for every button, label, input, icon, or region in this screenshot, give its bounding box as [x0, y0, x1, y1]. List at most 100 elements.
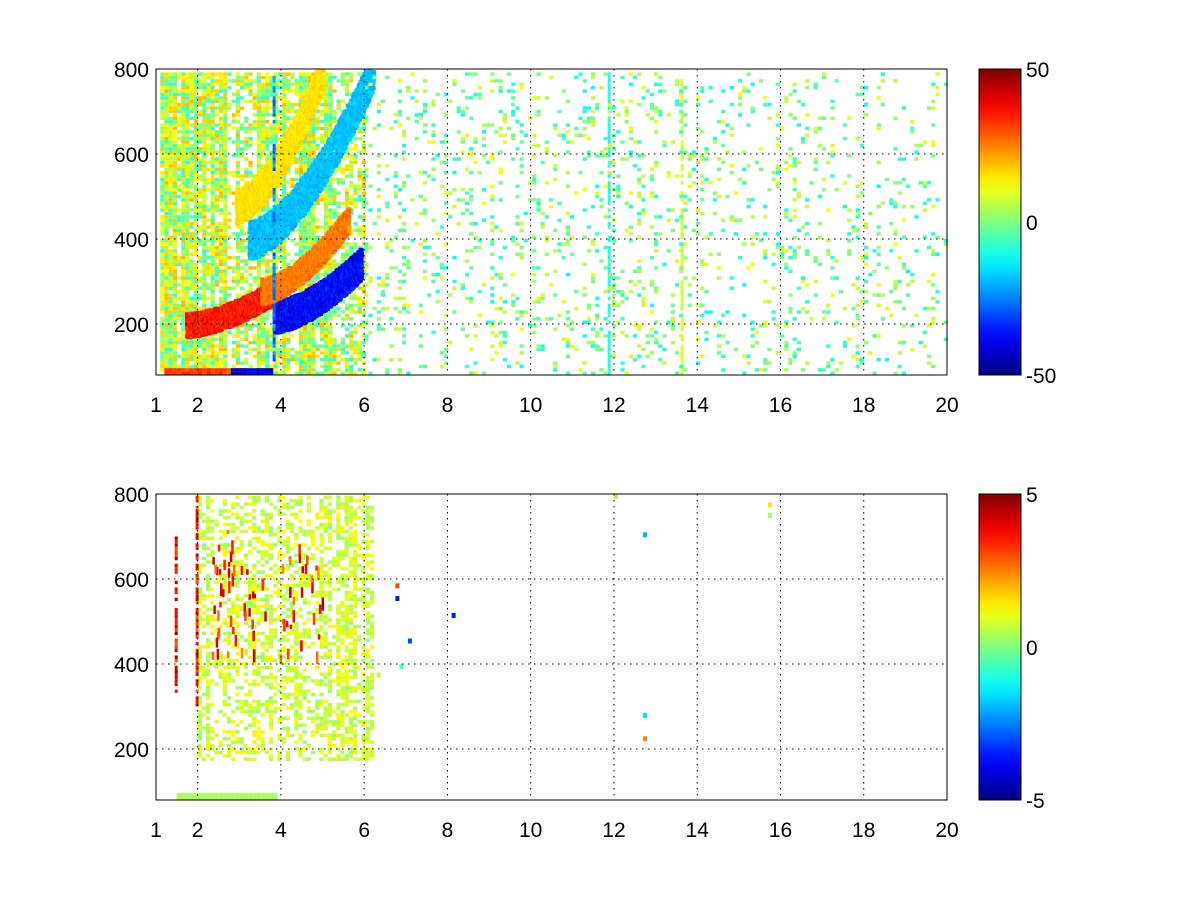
heatmap-cell — [181, 106, 186, 110]
heatmap-cell — [231, 154, 236, 158]
heatmap-cell — [168, 364, 173, 369]
heatmap-cell — [210, 147, 215, 151]
heatmap-cell — [198, 167, 203, 171]
heatmap-cell — [202, 259, 207, 263]
heatmap-cell — [185, 307, 190, 311]
heatmap-cell — [164, 324, 169, 328]
heatmap-cell — [214, 79, 219, 83]
heatmap-cell — [172, 126, 177, 131]
heatmap-cell — [214, 266, 219, 270]
heatmap-cell — [214, 205, 219, 209]
heatmap-cell — [164, 86, 169, 90]
heatmap-cell — [164, 211, 169, 216]
heatmap-cell — [214, 337, 219, 341]
heatmap-cell — [172, 130, 177, 134]
heatmap-cell — [223, 347, 228, 352]
heatmap-cell — [193, 218, 198, 222]
heatmap-cell — [244, 327, 249, 331]
heatmap-cell — [311, 205, 316, 209]
heatmap-cell — [189, 123, 194, 127]
heatmap-cell — [294, 109, 299, 114]
heatmap-cell — [168, 330, 173, 335]
heatmap-cell — [181, 327, 186, 331]
heatmap-cell — [160, 225, 165, 229]
heatmap-cell — [311, 228, 316, 233]
heatmap-cell — [261, 358, 266, 362]
heatmap-cell — [164, 188, 169, 192]
heatmap-cell — [202, 361, 207, 365]
heatmap-cell — [206, 225, 211, 229]
heatmap-cell — [357, 150, 362, 154]
heatmap-cell — [198, 191, 203, 195]
heatmap-cell — [210, 106, 215, 110]
heatmap-cell — [193, 130, 198, 134]
heatmap-cell — [223, 358, 228, 362]
heatmap-cell — [286, 72, 291, 76]
heatmap-cell — [193, 307, 198, 311]
heatmap-cell — [181, 147, 186, 151]
heatmap-cell — [210, 181, 215, 185]
heatmap-cell — [273, 126, 278, 131]
heatmap-cell — [219, 86, 224, 90]
heatmap-cell — [164, 320, 169, 324]
heatmap-cell — [298, 330, 303, 335]
heatmap-cell — [210, 228, 215, 233]
heatmap-cell — [282, 106, 287, 110]
heatmap-cell — [328, 113, 333, 117]
heatmap-cell — [240, 82, 245, 86]
heatmap-cell — [328, 188, 333, 192]
heatmap-cell — [294, 361, 299, 365]
heatmap-cell — [223, 235, 228, 239]
heatmap-cell — [240, 106, 245, 110]
heatmap-cell — [223, 266, 228, 270]
heatmap-cell — [235, 164, 240, 168]
heatmap-cell — [282, 181, 287, 185]
heatmap-cell — [328, 116, 333, 120]
heatmap-cell — [357, 194, 362, 199]
heatmap-cell — [223, 296, 228, 301]
heatmap-cell — [265, 113, 270, 117]
heatmap-cell — [219, 174, 224, 178]
heatmap-cell — [286, 79, 291, 83]
heatmap-cell — [223, 337, 228, 341]
heatmap-cell — [172, 181, 177, 185]
heatmap-cell — [269, 79, 274, 83]
heatmap-cell — [252, 126, 257, 131]
heatmap-cell — [231, 334, 236, 338]
heatmap-cell — [303, 351, 308, 355]
heatmap-cell — [261, 86, 266, 90]
heatmap-cell — [193, 126, 198, 131]
heatmap-cell — [181, 130, 186, 134]
heatmap-cell — [311, 334, 316, 338]
heatmap-cell — [298, 337, 303, 341]
heatmap-cell — [198, 239, 203, 243]
heatmap-cell — [277, 109, 282, 114]
heatmap-cell — [181, 143, 186, 148]
heatmap-cell — [164, 103, 169, 107]
heatmap-cell — [168, 358, 173, 362]
heatmap-cell — [185, 89, 190, 93]
heatmap-cell — [256, 137, 261, 141]
heatmap-cell — [210, 211, 215, 216]
heatmap-cell — [231, 92, 236, 97]
heatmap-cell — [193, 351, 198, 355]
heatmap-cell — [168, 313, 173, 318]
heatmap-cell — [223, 140, 228, 144]
heatmap-cell — [168, 103, 173, 107]
heatmap-cell — [282, 126, 287, 131]
heatmap-cell — [273, 269, 278, 273]
heatmap-cell — [202, 296, 207, 301]
heatmap-cell — [340, 259, 345, 263]
heatmap-cell — [185, 283, 190, 287]
heatmap-cell — [261, 259, 266, 263]
heatmap-cell — [319, 225, 324, 229]
heatmap-cell — [303, 239, 308, 243]
heatmap-cell — [328, 72, 333, 76]
heatmap-cell — [361, 225, 366, 229]
heatmap-cell — [206, 133, 211, 137]
heatmap-cell — [168, 184, 173, 188]
heatmap-cell — [315, 123, 320, 127]
heatmap-cell — [324, 123, 329, 127]
heatmap-cell — [185, 290, 190, 294]
heatmap-cell — [256, 262, 261, 267]
